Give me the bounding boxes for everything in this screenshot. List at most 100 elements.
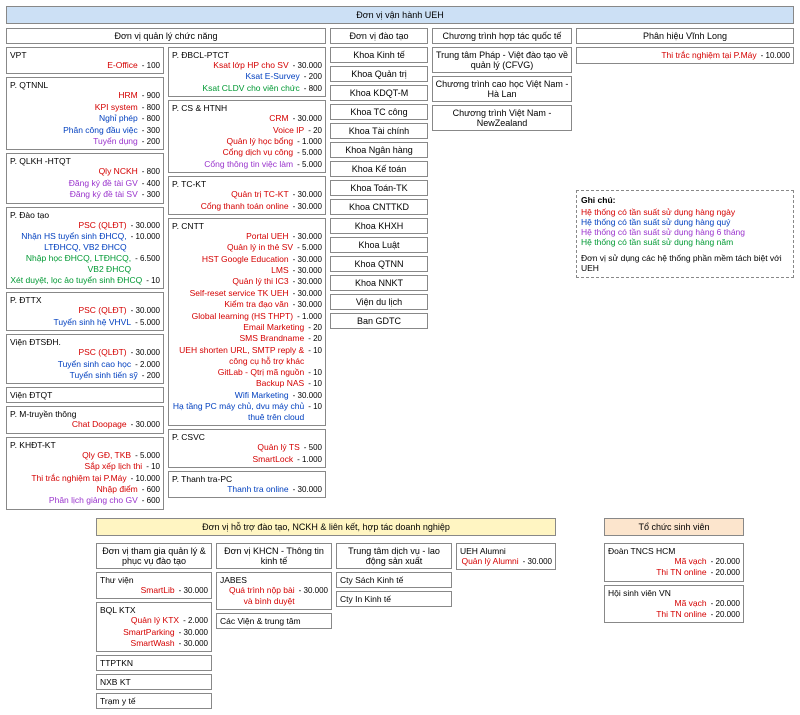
unit-box: Các Viện & trung tâm [216,613,332,629]
item-number: - 30.000 [131,420,160,430]
unit-title: Hội sinh viên VN [608,588,740,598]
item-number: - 20 [308,334,322,344]
item-line: Quản lý in thẻ SV - 5.000 [172,242,322,253]
program-box: Chương trình cao học Việt Nam - Hà Lan [432,76,572,102]
unit-title: P. Đào tạo [10,210,160,220]
item-line: GitLab - Qtrị mã nguồn - 10 [172,367,322,378]
item-number: - 10 [308,402,322,412]
dept-box: Khoa Luật [330,237,428,253]
unit-title: P. CNTT [172,221,322,231]
lcC-h: Trung tâm dịch vụ - lao động sản xuất [336,543,452,569]
item-line: HRM - 900 [10,90,160,101]
item-label: SmartLib [100,585,175,596]
item-number: - 800 [142,167,160,177]
item-line: Global learning (HS THPT) - 1.000 [172,311,322,322]
item-line: UEH shorten URL, SMTP reply & công cụ hỗ… [172,345,322,367]
g1-col-b: P. ĐBCL-PTCTKsat lớp HP cho SV - 30.000K… [168,47,326,510]
sv-group: Tổ chức sinh viên Đoàn TNCS HCMMã vạch -… [604,518,744,710]
item-label: Nghỉ phép [10,113,138,124]
item-line: Tuyển sinh tiến sỹ - 200 [10,370,160,381]
item-label: Quản lý KTX [100,615,179,626]
item-label: Chat Doopage [10,419,127,430]
program-box: Trung tâm Pháp - Việt đào tạo về quản lý… [432,47,572,73]
item-label: Quản lý học bổng [172,136,293,147]
lower-main: Đơn vị hỗ trợ đào tạo, NCKH & liên kết, … [96,518,556,710]
unit-title: P. TC-KT [172,179,322,189]
item-line: HST Google Education - 30.000 [172,254,322,265]
unit-box: TTPTKN [96,655,212,671]
item-label: Backup NAS [172,378,304,389]
item-label: E-Office [10,60,138,71]
item-label: HRM [10,90,138,101]
item-label: PSC (QLĐT) [10,305,127,316]
dept-box: Khoa KHXH [330,218,428,234]
g4-header: Phân hiệu Vĩnh Long [576,28,794,44]
unit-title: P. Thanh tra-PC [172,474,322,484]
item-number: - 800 [142,103,160,113]
unit-title: NXB KT [100,677,208,687]
item-label: SmartWash [100,638,175,649]
item-number: - 10 [308,368,322,378]
item-number: - 10.000 [131,232,160,242]
item-label: Global learning (HS THPT) [172,311,293,322]
item-number: - 600 [142,485,160,495]
unit-title: P. QTNNL [10,80,160,90]
item-number: - 1.000 [297,137,322,147]
item-line: Thi trắc nghiệm tại P.Máy - 10.000 [580,50,790,61]
item-line: CRM - 30.000 [172,113,322,124]
item-number: - 30.000 [293,61,322,71]
legend-note: Đơn vị sử dụng các hệ thống phần mềm tác… [581,253,789,273]
item-label: Quản lý Alumni [460,556,519,567]
item-line: Quản lý KTX - 2.000 [100,615,208,626]
lcA-h: Đơn vị tham gia quản lý & phục vụ đào tạ… [96,543,212,569]
unit-title: P. KHĐT-KT [10,440,160,450]
item-line: Wifi Marketing - 30.000 [172,390,322,401]
item-line: E-Office - 100 [10,60,160,71]
unit-box: P. QLKH -HTQTQly NCKH - 800Đăng ký đề tà… [6,153,164,203]
unit-box: Hội sinh viên VNMã vạch - 20.000Thi TN o… [604,585,744,624]
unit-box: P. ĐBCL-PTCTKsat lớp HP cho SV - 30.000K… [168,47,326,97]
unit-title: Cty Sách Kinh tế [340,575,448,585]
item-number: - 5.000 [297,148,322,158]
item-line: SMS Brandname - 20 [172,333,322,344]
unit-box: BQL KTXQuản lý KTX - 2.000SmartParking -… [96,602,212,652]
item-label: Qly GĐ, TKB [10,450,131,461]
item-label: SMS Brandname [172,333,304,344]
item-line: Hạ tầng PC máy chủ, dvu máy chủ thuê trê… [172,401,322,423]
legend: Ghi chú: Hệ thống có tần suất sử dụng hà… [576,190,794,278]
item-number: - 400 [142,179,160,189]
item-number: - 600 [142,496,160,506]
item-line: Thi TN online - 20.000 [608,567,740,578]
item-line: Tuyển sinh cao học - 2.000 [10,359,160,370]
g4-box: Thi trắc nghiệm tại P.Máy - 10.000 [576,47,794,64]
dept-box: Khoa TC công [330,104,428,120]
item-number: - 30.000 [293,266,322,276]
item-label: SmartParking [100,627,175,638]
item-line: Nhập học ĐHCQ, LTĐHCQ, VB2 ĐHCQ - 6.500 [10,253,160,275]
unit-title: P. CS & HTNH [172,103,322,113]
item-line: Chat Doopage - 30.000 [10,419,160,430]
item-line: Qly NCKH - 800 [10,166,160,177]
unit-box: Cty Sách Kinh tế [336,572,452,588]
lower-header: Đơn vị hỗ trợ đào tạo, NCKH & liên kết, … [96,518,556,536]
item-number: - 30.000 [293,391,322,401]
item-label: CRM [172,113,289,124]
item-label: Ksat lớp HP cho SV [172,60,289,71]
g3-header: Chương trình hợp tác quốc tế [432,28,572,44]
item-label: Tuyển sinh tiến sỹ [10,370,138,381]
item-number: - 5.000 [135,451,160,461]
item-number: - 10 [146,462,160,472]
item-number: - 30.000 [179,586,208,596]
item-line: SmartParking - 30.000 [100,627,208,638]
item-label: PSC (QLĐT) [10,220,127,231]
dept-box: Khoa Kế toán [330,161,428,177]
item-label: SmartLock [172,454,293,465]
unit-box: Trạm y tế [96,693,212,709]
item-line: Thanh tra online - 30.000 [172,484,322,495]
item-number: - 30.000 [293,202,322,212]
unit-box: Viện ĐTSĐH.PSC (QLĐT) - 30.000Tuyển sinh… [6,334,164,384]
item-number: - 10 [146,276,160,286]
dept-box: Khoa Ngân hàng [330,142,428,158]
g2-header: Đơn vị đào tạo [330,28,428,44]
item-number: - 30.000 [293,255,322,265]
